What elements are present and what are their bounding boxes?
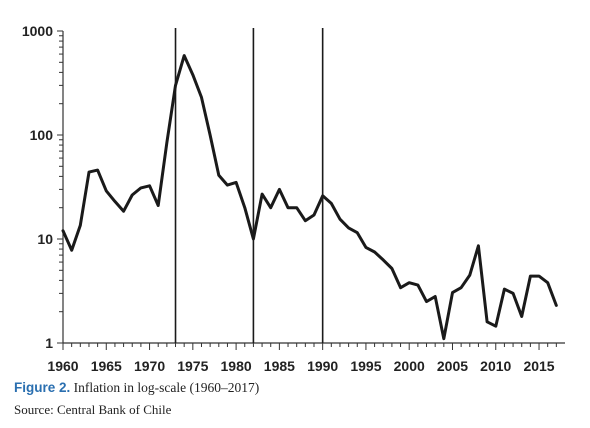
x-tick-label: 1965 [91, 358, 122, 374]
source-note: Source: Central Bank of Chile [14, 402, 172, 417]
figure-caption: Figure 2. Inflation in log-scale (1960–2… [14, 380, 574, 396]
y-tick-label: 100 [30, 127, 54, 143]
x-tick-label: 1970 [134, 358, 165, 374]
x-tick-label: 1985 [264, 358, 295, 374]
inflation-series-line [61, 54, 558, 341]
figure-label: Figure 2. [14, 380, 71, 395]
x-tick-label: 1990 [307, 358, 338, 374]
series-layer [61, 54, 558, 341]
y-tick-label: 10 [37, 231, 53, 247]
x-tick-label: 1975 [177, 358, 208, 374]
y-axis: 1 10 100 1000 [22, 23, 64, 351]
x-tick-label: 1995 [350, 358, 381, 374]
x-tick-label: 2015 [523, 358, 554, 374]
x-tick-label: 2010 [480, 358, 511, 374]
x-tick-label: 1960 [47, 358, 78, 374]
x-axis: 1960 1965 1970 1975 1980 1985 1990 1995 2000 2005… [47, 342, 565, 374]
figure-title: Inflation in log-scale (1960–2017) [70, 380, 260, 395]
x-tick-label: 2000 [394, 358, 425, 374]
y-tick-label: 1 [45, 335, 53, 351]
y-tick-label: 1000 [22, 23, 53, 39]
x-tick-label: 2005 [437, 358, 468, 374]
vertical-reference-lines [174, 28, 324, 343]
x-tick-label: 1980 [221, 358, 252, 374]
